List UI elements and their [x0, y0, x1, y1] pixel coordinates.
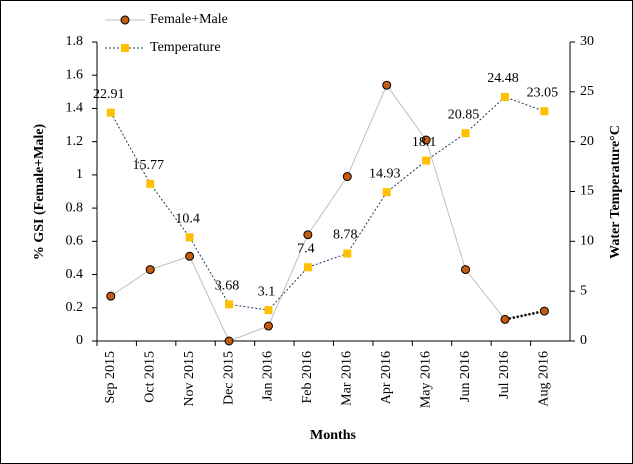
y2-tick-label: 15	[580, 184, 594, 199]
y-tick-label: 0.6	[66, 234, 84, 249]
series-line	[110, 84, 545, 342]
y-tick-label: 1.4	[66, 101, 84, 116]
legend-label: Temperature	[150, 40, 221, 55]
data-label: 15.77	[132, 158, 164, 173]
point	[146, 179, 155, 188]
point	[185, 251, 195, 261]
point	[539, 306, 549, 316]
point	[382, 188, 391, 197]
data-label: 14.93	[369, 166, 401, 181]
y-tick-label: 1.2	[66, 134, 84, 149]
legend-marker	[121, 44, 129, 52]
point	[342, 172, 352, 182]
point	[500, 314, 510, 324]
x-tick-label: May 2016	[418, 351, 433, 408]
data-label: 7.4	[297, 241, 315, 256]
x-tick-label: Jul 2016	[497, 351, 512, 399]
point	[303, 263, 312, 272]
data-label: 23.05	[527, 85, 559, 100]
point	[145, 265, 155, 275]
y2-tick-label: 10	[580, 234, 594, 249]
data-label: 24.48	[487, 71, 519, 86]
y-tick-label: 0.2	[66, 300, 84, 315]
data-label: 8.78	[333, 228, 358, 243]
y-tick-label: 0.4	[66, 267, 84, 282]
series-line-end	[504, 309, 545, 321]
point	[263, 321, 273, 331]
point	[382, 80, 392, 90]
y2-tick-label: 25	[580, 84, 594, 99]
point	[264, 306, 273, 315]
point	[303, 230, 313, 240]
x-tick-label: Nov 2015	[182, 351, 197, 407]
x-tick-label: Oct 2015	[142, 351, 157, 403]
y2-tick-label: 30	[580, 34, 594, 49]
y-tick-label: 1	[76, 167, 83, 182]
point	[185, 233, 194, 242]
x-tick-label: Mar 2016	[340, 351, 355, 406]
legend-label: Female+Male	[150, 12, 228, 27]
y-axis-title: % GSI (Female+Male)	[32, 124, 47, 261]
x-tick-label: Apr 2016	[379, 351, 394, 404]
y2-tick-label: 0	[580, 333, 587, 348]
y2-tick-label: 5	[580, 283, 587, 298]
data-label: 18.1	[412, 135, 437, 150]
x-tick-label: Feb 2016	[300, 351, 315, 404]
data-label: 20.85	[448, 107, 480, 122]
y-tick-label: 0.8	[66, 200, 84, 215]
point	[106, 108, 115, 117]
x-tick-label: Jan 2016	[261, 351, 276, 401]
data-label: 10.4	[175, 212, 200, 227]
series-line	[110, 96, 545, 311]
data-label: 22.91	[93, 87, 125, 102]
y-tick-label: 1.8	[66, 34, 84, 49]
y-tick-label: 0	[76, 333, 83, 348]
data-label: 3.1	[258, 284, 276, 299]
x-tick-label: Dec 2015	[221, 351, 236, 405]
y2-axis-title: Water Temperature°C	[608, 125, 623, 259]
point	[343, 249, 352, 258]
point	[540, 107, 549, 116]
x-tick-label: Sep 2015	[103, 351, 118, 404]
y-tick-label: 1.6	[66, 67, 84, 82]
point	[461, 265, 471, 275]
x-axis-title: Months	[310, 428, 356, 443]
y2-tick-label: 20	[580, 134, 594, 149]
point	[500, 93, 509, 102]
point	[225, 300, 234, 309]
point	[224, 336, 234, 346]
x-tick-label: Jun 2016	[458, 351, 473, 402]
point	[422, 156, 431, 165]
data-label: 3.68	[215, 279, 240, 294]
legend-marker	[120, 15, 130, 25]
point	[106, 291, 116, 301]
point	[421, 135, 431, 145]
point	[461, 129, 470, 138]
x-tick-label: Aug 2016	[537, 351, 552, 407]
